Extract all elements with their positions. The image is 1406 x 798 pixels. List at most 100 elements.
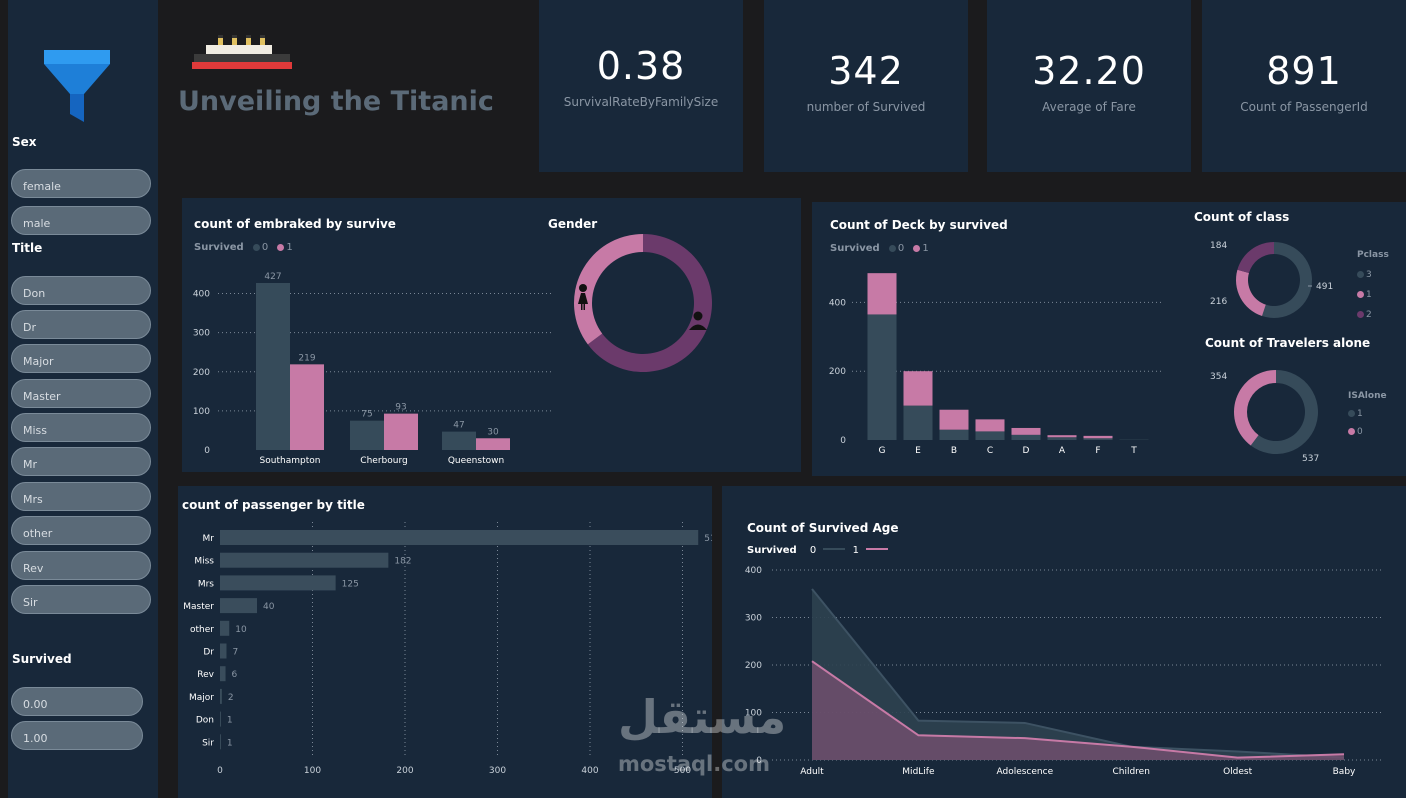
title-option-master[interactable]: Master xyxy=(11,379,151,408)
title-option-major[interactable]: Major xyxy=(11,344,151,373)
title-option-mr[interactable]: Mr xyxy=(11,447,151,476)
y-tick-label: 400 xyxy=(745,566,762,576)
y-tick-label: 0 xyxy=(840,436,846,446)
deck-legend: Survived 0 1 xyxy=(830,243,929,254)
bar-survived-1 xyxy=(939,409,969,430)
title-option-don[interactable]: Don xyxy=(11,276,151,305)
legend-dot-1 xyxy=(277,244,285,251)
x-tick-label: F xyxy=(1095,446,1100,456)
legend-dot-1 xyxy=(913,245,921,252)
survived-option-1[interactable]: 1.00 xyxy=(11,721,143,750)
x-tick-label: E xyxy=(915,446,921,456)
title-option-rev[interactable]: Rev xyxy=(11,551,151,580)
bar-survived-0 xyxy=(975,431,1005,440)
kpi-card-family-survival: 0.38 SurvivalRateByFamilySize xyxy=(539,0,743,172)
kpi-value: 891 xyxy=(1266,49,1342,93)
data-label: 75 xyxy=(361,410,372,420)
x-tick-label: Baby xyxy=(1333,767,1356,777)
kpi-card-survived: 342 number of Survived xyxy=(764,0,968,172)
title-option-dr[interactable]: Dr xyxy=(11,310,151,339)
legend-item-0: 0 xyxy=(1357,427,1363,437)
data-label: 2 xyxy=(228,693,234,703)
data-label: 517 xyxy=(704,534,712,544)
bar-title xyxy=(220,643,227,659)
legend-title: ISAlone xyxy=(1348,391,1387,401)
data-label: 427 xyxy=(264,272,281,282)
legend-dot-1 xyxy=(1357,291,1364,298)
title-option-mrs[interactable]: Mrs xyxy=(11,482,151,511)
y-tick-label: Miss xyxy=(194,557,214,567)
survived-filter-label: Survived xyxy=(12,652,72,666)
alone-slice-0 xyxy=(1250,370,1318,454)
data-label: 537 xyxy=(1302,454,1319,464)
y-tick-label: Rev xyxy=(197,670,214,680)
kpi-card-passengers: 891 Count of PassengerId xyxy=(1202,0,1406,172)
legend-item-0: 0 xyxy=(261,242,269,253)
survived-option-0[interactable]: 0.00 xyxy=(11,687,143,716)
watermark-arabic: مستقل xyxy=(618,690,787,744)
bar-title xyxy=(220,620,230,636)
bar-survived-1 xyxy=(867,273,897,315)
gender-chart-title: Gender xyxy=(548,217,598,231)
sex-option-male[interactable]: male xyxy=(11,206,151,235)
line-survived-1 xyxy=(811,660,1345,759)
y-tick-label: 200 xyxy=(829,367,846,377)
bar-survived-0 xyxy=(1011,434,1041,440)
x-tick-label: G xyxy=(879,446,886,456)
kpi-label: Average of Fare xyxy=(1042,100,1136,114)
age-area-chart: 0 100 200 300 400 Adult MidLife Adolescence Chil… xyxy=(745,566,1384,777)
data-label: 10 xyxy=(235,625,247,635)
alone-chart-title: Count of Travelers alone xyxy=(1205,336,1371,350)
data-label: 1 xyxy=(227,716,233,726)
y-tick-label: Mr xyxy=(203,534,215,544)
legend-item-3: 3 xyxy=(1366,270,1372,280)
bar-survived-0 xyxy=(1083,438,1113,440)
y-tick-label: other xyxy=(190,625,214,635)
x-tick-label: 400 xyxy=(581,766,598,776)
x-tick-label: D xyxy=(1023,446,1030,456)
female-icon xyxy=(578,284,588,310)
legend-item-1: 1 xyxy=(1357,409,1363,419)
class-chart-title: Count of class xyxy=(1194,210,1290,224)
bar-survived-1 xyxy=(384,413,418,450)
legend-item-0: 0 xyxy=(809,545,817,556)
y-tick-label: 0 xyxy=(204,446,210,456)
legend-item-1: 1 xyxy=(1366,290,1372,300)
y-tick-label: Master xyxy=(183,602,214,612)
legend-title: Survived xyxy=(194,242,244,253)
legend-line-1 xyxy=(866,548,889,550)
male-icon xyxy=(689,311,707,330)
gender-donut-chart xyxy=(574,234,712,372)
x-tick-label: 500 xyxy=(674,766,691,776)
x-tick-label: Queenstown xyxy=(448,456,504,466)
legend-item-1: 1 xyxy=(852,545,859,556)
title-option-other[interactable]: other xyxy=(11,516,151,545)
bar-survived-1 xyxy=(476,438,510,450)
y-tick-label: Sir xyxy=(202,738,214,748)
title-option-sir[interactable]: Sir xyxy=(11,585,151,614)
kpi-value: 0.38 xyxy=(596,44,686,88)
legend-item-0: 0 xyxy=(897,243,905,254)
bar-title xyxy=(220,552,389,568)
funnel-icon xyxy=(44,50,110,122)
title-option-miss[interactable]: Miss xyxy=(11,413,151,442)
legend-item-1: 1 xyxy=(922,243,929,254)
kpi-value: 32.20 xyxy=(1032,49,1146,93)
bar-survived-1 xyxy=(975,419,1005,432)
x-tick-label: 300 xyxy=(489,766,506,776)
y-tick-label: 100 xyxy=(193,407,210,417)
alone-legend: ISAlone 1 0 xyxy=(1348,387,1387,441)
bar-survived-0 xyxy=(256,282,290,450)
bar-title xyxy=(220,666,226,682)
y-tick-label: 300 xyxy=(193,329,210,339)
embarked-chart-title: count of embraked by survive xyxy=(194,217,396,231)
legend-dot-2 xyxy=(1357,311,1364,318)
bar-survived-0 xyxy=(903,405,933,440)
data-label: 354 xyxy=(1210,372,1227,382)
bar-title xyxy=(220,598,257,614)
legend-title: Survived xyxy=(747,545,797,556)
kpi-value: 342 xyxy=(828,49,904,93)
y-tick-label: Major xyxy=(189,693,214,703)
sex-option-female[interactable]: female xyxy=(11,169,151,198)
line-survived-0 xyxy=(811,588,1345,759)
